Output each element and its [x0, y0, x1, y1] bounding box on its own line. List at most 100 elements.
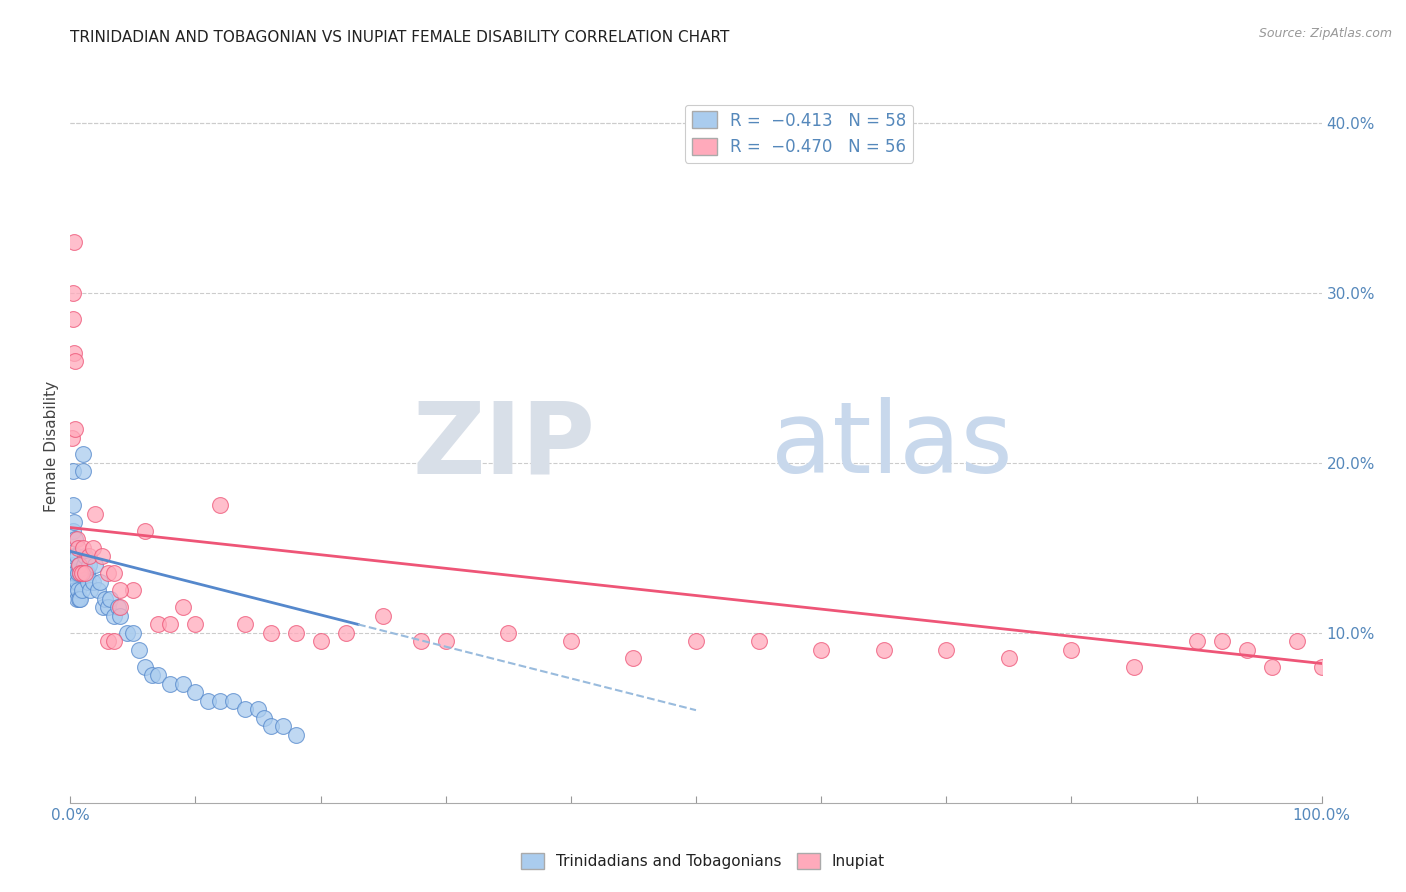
Point — [235, 702, 257, 716]
Point — [146, 617, 169, 632]
Point — [1211, 634, 1233, 648]
Text: TRINIDADIAN AND TOBAGONIAN VS INUPIAT FEMALE DISABILITY CORRELATION CHART: TRINIDADIAN AND TOBAGONIAN VS INUPIAT FE… — [70, 29, 730, 45]
Point — [159, 617, 181, 632]
Point — [103, 634, 125, 648]
Point — [67, 558, 90, 572]
Point — [65, 533, 87, 547]
Point — [159, 677, 181, 691]
Point — [128, 643, 150, 657]
Point — [209, 694, 232, 708]
Point — [77, 549, 100, 564]
Point — [235, 617, 257, 632]
Point — [259, 626, 281, 640]
Point — [90, 549, 112, 564]
Point — [409, 634, 432, 648]
Point — [222, 694, 245, 708]
Point — [122, 626, 145, 640]
Point — [1123, 660, 1146, 674]
Point — [498, 626, 520, 640]
Point — [560, 634, 582, 648]
Point — [72, 541, 94, 555]
Point — [70, 583, 93, 598]
Point — [67, 558, 90, 572]
Point — [63, 574, 86, 589]
Point — [184, 617, 207, 632]
Point — [75, 549, 97, 564]
Point — [271, 719, 294, 733]
Point — [82, 541, 104, 555]
Point — [1260, 660, 1282, 674]
Point — [97, 634, 120, 648]
Point — [110, 608, 132, 623]
Point — [82, 574, 104, 589]
Point — [94, 591, 117, 606]
Point — [810, 643, 832, 657]
Point — [65, 549, 87, 564]
Point — [1285, 634, 1308, 648]
Point — [685, 634, 707, 648]
Point — [253, 711, 276, 725]
Point — [67, 591, 90, 606]
Point — [134, 524, 156, 538]
Text: Source: ZipAtlas.com: Source: ZipAtlas.com — [1258, 27, 1392, 40]
Point — [134, 660, 156, 674]
Point — [873, 643, 896, 657]
Point — [184, 685, 207, 699]
Point — [1236, 643, 1258, 657]
Point — [65, 422, 87, 436]
Point — [63, 235, 86, 249]
Point — [335, 626, 357, 640]
Point — [146, 668, 169, 682]
Point — [66, 566, 89, 581]
Point — [284, 626, 307, 640]
Point — [107, 600, 129, 615]
Point — [623, 651, 645, 665]
Point — [97, 566, 120, 581]
Point — [69, 566, 91, 581]
Point — [69, 591, 91, 606]
Point — [77, 558, 100, 572]
Point — [63, 516, 86, 530]
Point — [66, 541, 89, 555]
Point — [63, 549, 86, 564]
Point — [65, 566, 87, 581]
Point — [91, 600, 114, 615]
Point — [309, 634, 332, 648]
Point — [62, 465, 84, 479]
Point — [62, 499, 84, 513]
Point — [103, 566, 125, 581]
Point — [60, 558, 83, 572]
Text: ZIP: ZIP — [413, 398, 596, 494]
Point — [63, 345, 86, 359]
Point — [72, 465, 94, 479]
Point — [75, 566, 97, 581]
Point — [66, 583, 89, 598]
Point — [84, 558, 107, 572]
Point — [60, 566, 83, 581]
Point — [76, 574, 98, 589]
Point — [65, 583, 87, 598]
Point — [172, 600, 194, 615]
Point — [197, 694, 219, 708]
Point — [998, 651, 1021, 665]
Point — [65, 591, 87, 606]
Point — [172, 677, 194, 691]
Point — [1185, 634, 1208, 648]
Point — [141, 668, 163, 682]
Point — [259, 719, 281, 733]
Point — [209, 499, 232, 513]
Point — [62, 524, 84, 538]
Point — [65, 354, 87, 368]
Point — [62, 286, 84, 301]
Point — [69, 566, 91, 581]
Point — [76, 566, 98, 581]
Point — [65, 533, 87, 547]
Legend: Trinidadians and Tobagonians, Inupiat: Trinidadians and Tobagonians, Inupiat — [515, 847, 891, 875]
Point — [935, 643, 957, 657]
Point — [84, 507, 107, 521]
Point — [65, 574, 87, 589]
Point — [79, 583, 101, 598]
Point — [373, 608, 395, 623]
Point — [62, 311, 84, 326]
Point — [97, 600, 120, 615]
